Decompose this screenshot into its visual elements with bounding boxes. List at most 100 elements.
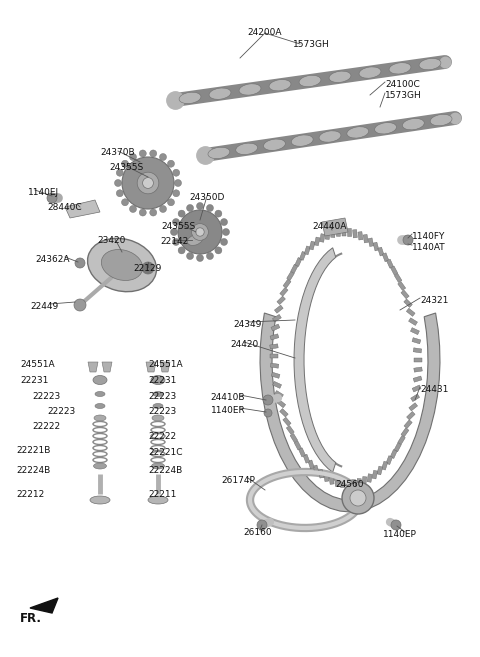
Bar xyxy=(367,474,372,482)
Bar xyxy=(325,231,330,240)
Text: 24355S: 24355S xyxy=(161,222,195,231)
Bar xyxy=(386,456,393,464)
Ellipse shape xyxy=(90,496,110,504)
Text: 22231: 22231 xyxy=(148,376,176,385)
Ellipse shape xyxy=(94,415,106,421)
Text: FR.: FR. xyxy=(20,612,42,625)
Bar xyxy=(291,264,298,273)
Circle shape xyxy=(150,209,156,216)
Circle shape xyxy=(342,482,374,514)
Bar xyxy=(329,476,334,484)
Bar xyxy=(382,461,388,470)
Bar xyxy=(324,473,329,482)
Polygon shape xyxy=(260,313,440,512)
Circle shape xyxy=(178,210,222,254)
Ellipse shape xyxy=(375,123,396,134)
Polygon shape xyxy=(146,362,156,372)
Bar xyxy=(378,247,384,256)
Circle shape xyxy=(403,235,413,245)
Bar xyxy=(408,318,418,325)
Circle shape xyxy=(115,179,121,187)
Circle shape xyxy=(257,520,267,530)
Circle shape xyxy=(263,395,273,405)
Bar xyxy=(342,228,346,236)
Bar xyxy=(331,229,336,238)
Text: 28440C: 28440C xyxy=(48,203,82,212)
Circle shape xyxy=(74,299,86,311)
Text: 22222: 22222 xyxy=(32,422,60,431)
Polygon shape xyxy=(30,598,58,613)
Bar xyxy=(401,428,409,437)
Bar xyxy=(340,480,345,487)
Bar xyxy=(373,242,379,251)
Text: 1140FY: 1140FY xyxy=(412,232,445,241)
Text: 22222: 22222 xyxy=(148,432,176,441)
Text: 1140ER: 1140ER xyxy=(211,406,245,415)
Ellipse shape xyxy=(153,403,163,409)
Bar xyxy=(286,426,294,434)
Text: 24420: 24420 xyxy=(230,340,258,349)
Bar xyxy=(413,348,422,353)
Bar xyxy=(280,288,288,296)
Bar xyxy=(411,394,420,401)
Circle shape xyxy=(168,199,175,206)
Circle shape xyxy=(116,190,123,196)
Circle shape xyxy=(159,154,167,160)
Text: 24362A: 24362A xyxy=(35,255,70,264)
Bar xyxy=(412,385,421,392)
Bar xyxy=(407,308,415,317)
Text: 24560: 24560 xyxy=(336,480,364,489)
Text: 26160: 26160 xyxy=(244,528,272,537)
Bar xyxy=(300,252,306,260)
Bar xyxy=(348,229,352,237)
Ellipse shape xyxy=(402,118,424,130)
Text: 22223: 22223 xyxy=(148,407,176,416)
Text: 22129: 22129 xyxy=(134,264,162,273)
Text: 24370B: 24370B xyxy=(101,148,135,157)
Text: 22224B: 22224B xyxy=(148,466,182,475)
Text: 22211: 22211 xyxy=(148,490,176,499)
Circle shape xyxy=(170,229,178,235)
Ellipse shape xyxy=(269,79,291,91)
Ellipse shape xyxy=(148,496,168,504)
Polygon shape xyxy=(294,248,336,472)
Bar xyxy=(407,411,415,420)
Bar xyxy=(401,290,409,299)
Ellipse shape xyxy=(101,250,143,281)
Bar xyxy=(404,420,412,428)
Bar xyxy=(303,454,310,463)
Circle shape xyxy=(139,209,146,216)
Ellipse shape xyxy=(264,139,285,150)
Bar xyxy=(309,241,315,250)
Bar xyxy=(386,259,394,268)
Bar xyxy=(410,328,420,334)
Circle shape xyxy=(47,193,57,203)
Circle shape xyxy=(391,520,401,530)
Ellipse shape xyxy=(359,67,381,78)
Text: 22223: 22223 xyxy=(148,392,176,401)
Bar xyxy=(398,282,406,290)
Ellipse shape xyxy=(236,143,258,154)
Text: 22224B: 22224B xyxy=(16,466,50,475)
Text: 24100C: 24100C xyxy=(385,80,420,89)
Circle shape xyxy=(172,238,180,246)
Circle shape xyxy=(215,247,222,254)
Bar xyxy=(314,237,320,246)
Bar xyxy=(287,271,294,281)
Bar xyxy=(280,409,288,417)
Bar xyxy=(271,372,280,378)
Polygon shape xyxy=(88,362,98,372)
Ellipse shape xyxy=(319,131,341,142)
Bar xyxy=(372,470,378,479)
Circle shape xyxy=(116,170,123,176)
Ellipse shape xyxy=(389,62,411,74)
Text: 24431: 24431 xyxy=(420,385,448,394)
Bar xyxy=(277,296,286,305)
Ellipse shape xyxy=(179,92,201,104)
Bar xyxy=(409,403,418,411)
Circle shape xyxy=(150,150,156,157)
Text: 24551A: 24551A xyxy=(20,360,55,369)
Bar xyxy=(346,480,350,488)
Text: 22212: 22212 xyxy=(16,490,44,499)
Text: 24410B: 24410B xyxy=(211,393,245,402)
